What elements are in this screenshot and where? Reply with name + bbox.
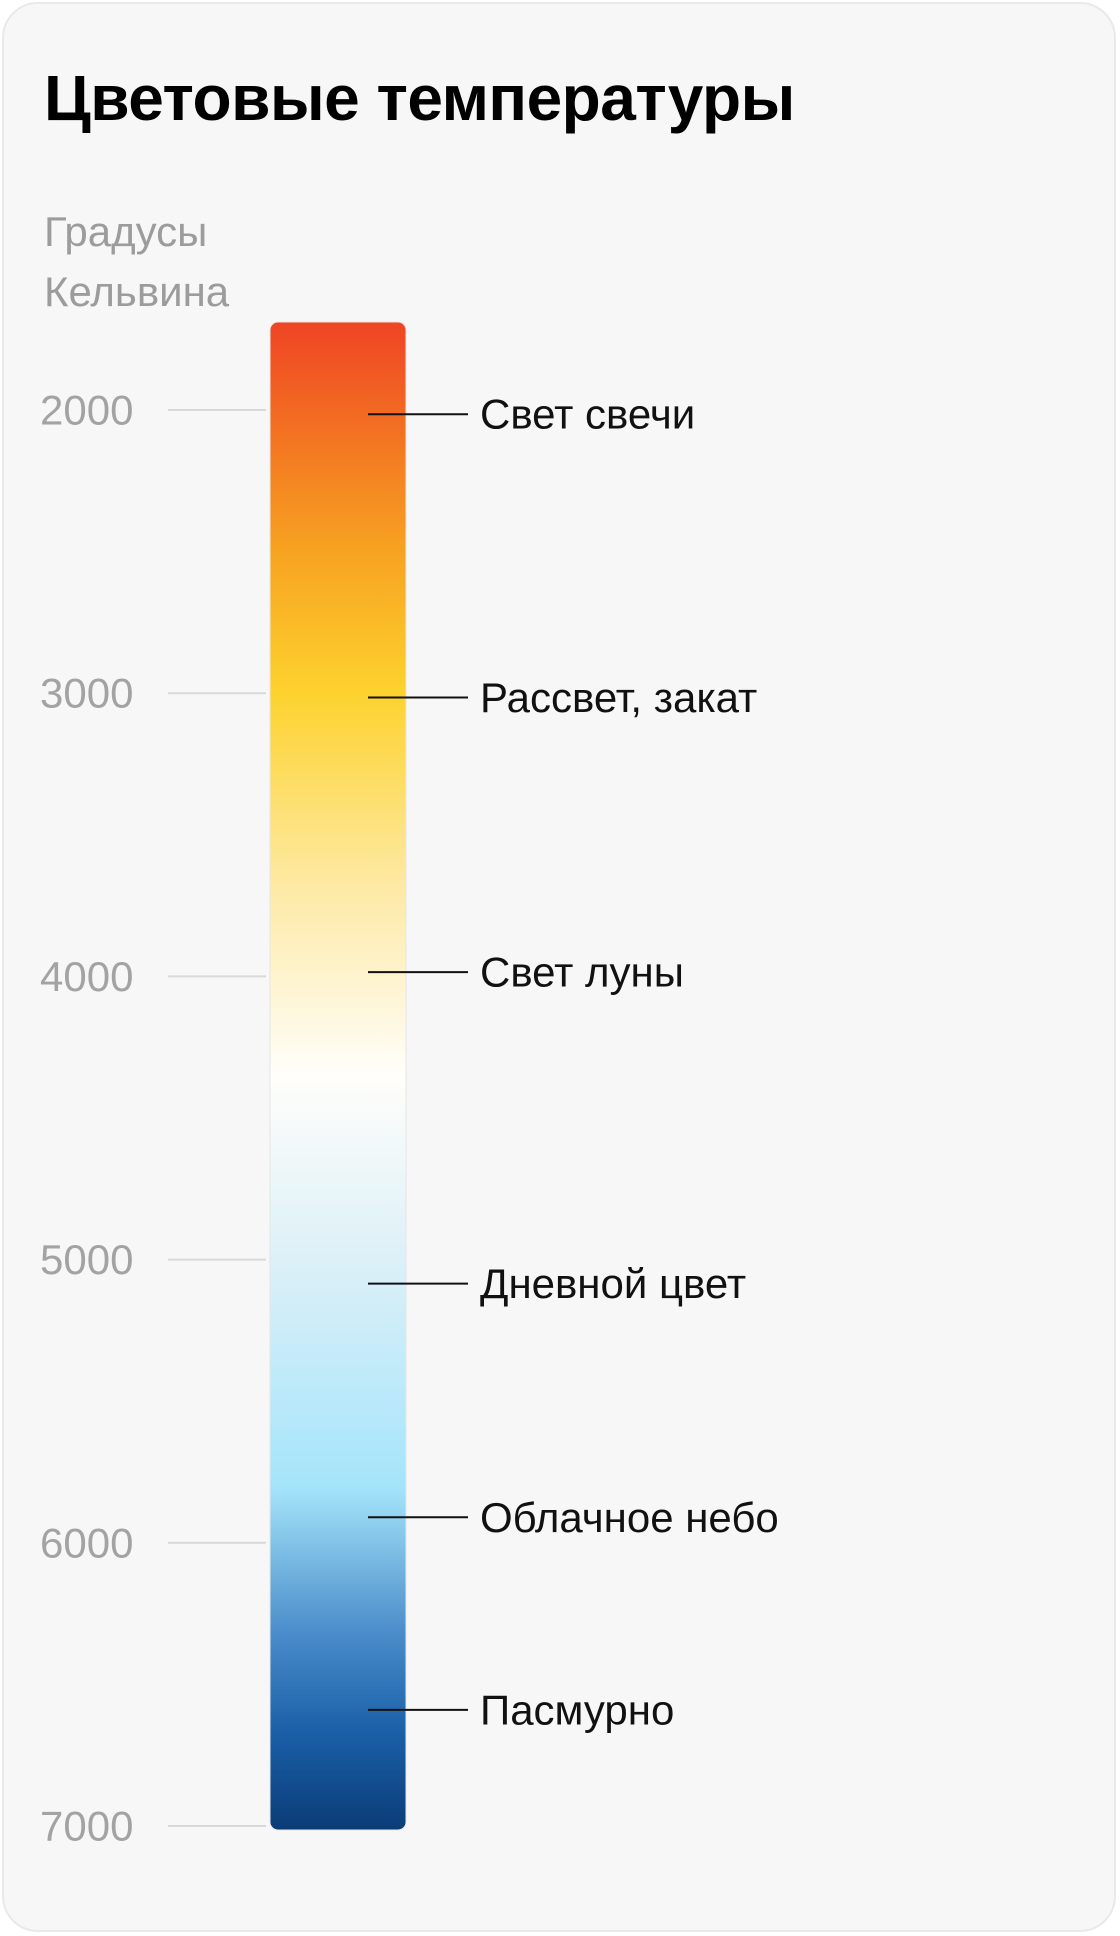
tick-label: 7000: [40, 1803, 133, 1850]
tick-label: 5000: [40, 1236, 133, 1283]
annotation-label: Свет луны: [480, 949, 684, 996]
annotation-label: Облачное небо: [480, 1494, 779, 1541]
axis-label-line-1: Градусы: [44, 208, 208, 255]
annotation-label: Пасмурно: [480, 1686, 674, 1733]
tick-label: 4000: [40, 953, 133, 1000]
temperature-gradient-bar: [269, 321, 407, 1831]
tick-label: 2000: [40, 387, 133, 434]
tick-label: 6000: [40, 1519, 133, 1566]
annotation-label: Свет свечи: [480, 391, 695, 438]
chart-title: Цветовые температуры: [44, 62, 795, 134]
annotation-label: Дневной цвет: [480, 1260, 746, 1307]
axis-label-line-2: Кельвина: [44, 268, 230, 315]
tick-label: 3000: [40, 670, 133, 717]
annotation-label: Рассвет, закат: [480, 674, 757, 721]
